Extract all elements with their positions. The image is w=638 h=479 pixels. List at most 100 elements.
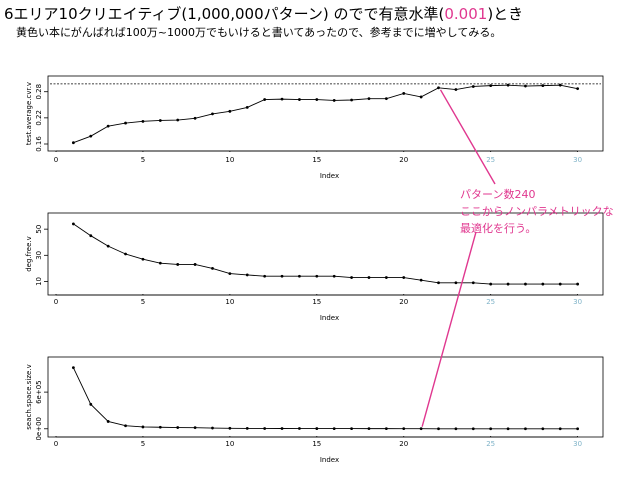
data-point xyxy=(193,116,197,120)
data-point xyxy=(402,276,406,279)
y-tick-label: 0e+00 xyxy=(35,417,43,441)
data-point xyxy=(71,366,75,370)
y-tick-label: 50 xyxy=(35,225,43,234)
data-point xyxy=(576,282,580,286)
data-point xyxy=(176,118,180,122)
slide-subtitle: 黄色い本にがんばれば100万~1000万でもいけると書いてあったので、参考までに… xyxy=(16,26,502,39)
data-point xyxy=(367,97,371,101)
data-point xyxy=(141,425,145,429)
data-point xyxy=(332,427,336,430)
x-tick-label: 15 xyxy=(312,440,321,448)
x-axis-label: Index xyxy=(320,172,339,180)
data-point xyxy=(558,282,562,286)
callout-line-top xyxy=(439,89,496,185)
data-point xyxy=(263,427,267,430)
data-point xyxy=(576,87,580,91)
data-point xyxy=(489,427,493,431)
data-point xyxy=(506,83,510,87)
x-tick-label: 20 xyxy=(399,298,408,306)
x-tick-label: 5 xyxy=(141,440,145,448)
data-point xyxy=(280,97,284,101)
series-line xyxy=(72,367,578,430)
data-point xyxy=(89,234,93,238)
x-tick-label: 15 xyxy=(312,156,321,164)
data-point xyxy=(437,86,440,90)
x-tick-label: 20 xyxy=(399,440,408,448)
data-point xyxy=(350,427,353,431)
x-tick-label: 20 xyxy=(399,156,408,164)
data-point xyxy=(106,244,110,248)
data-point xyxy=(419,427,423,431)
x-tick-label: 15 xyxy=(312,298,321,306)
data-point xyxy=(280,427,284,430)
data-point xyxy=(298,274,301,278)
plot-frame xyxy=(47,75,604,152)
slide-title: 6エリア10クリエイティブ(1,000,000パターン) のでで有意水準(0.0… xyxy=(4,5,524,23)
data-point xyxy=(541,84,545,88)
data-point xyxy=(471,281,475,285)
data-point xyxy=(298,98,301,101)
data-point xyxy=(576,427,580,431)
annotation-line-1: パターン数240 xyxy=(460,188,536,201)
data-point xyxy=(471,427,475,431)
data-point xyxy=(176,263,180,266)
x-tick-label: 30 xyxy=(573,298,582,306)
data-point xyxy=(89,402,93,406)
data-point xyxy=(471,85,475,88)
data-point xyxy=(419,278,423,282)
annotation-line-3: 最適化を行う。 xyxy=(460,222,537,235)
data-point xyxy=(106,420,110,423)
x-axis-label: Index xyxy=(320,456,339,464)
x-tick-label: 10 xyxy=(225,298,234,306)
x-tick-label: 30 xyxy=(573,156,582,164)
x-tick-label: 0 xyxy=(54,440,58,448)
annotation-line-2: ここからノンパラメトリックな xyxy=(460,205,614,218)
x-tick-label: 5 xyxy=(141,298,145,306)
x-tick-label: 10 xyxy=(225,156,234,164)
data-point xyxy=(506,427,510,431)
data-point xyxy=(489,84,493,88)
data-point xyxy=(367,276,371,279)
data-point xyxy=(332,274,336,278)
data-point xyxy=(558,427,562,431)
data-point xyxy=(454,281,458,285)
plot-frame xyxy=(47,356,604,438)
data-point xyxy=(158,119,162,122)
data-point xyxy=(245,106,249,109)
x-tick-label: 0 xyxy=(54,156,58,164)
data-point xyxy=(176,426,180,429)
x-tick-label: 25 xyxy=(486,156,495,164)
data-point xyxy=(437,281,440,285)
y-axis-label: seach.space.size.v xyxy=(25,364,33,429)
series-line xyxy=(73,84,578,144)
y-tick-label: 0.16 xyxy=(35,136,43,152)
data-point xyxy=(245,427,249,430)
data-point xyxy=(158,261,162,265)
y-axis-label: deg.free.v xyxy=(25,236,33,272)
data-point xyxy=(124,424,127,428)
data-point xyxy=(384,97,388,101)
x-axis-label: Index xyxy=(320,314,339,322)
data-point xyxy=(263,98,267,101)
data-point xyxy=(228,109,232,113)
data-point xyxy=(193,426,197,430)
data-point xyxy=(315,274,319,278)
data-point xyxy=(558,83,562,87)
data-point xyxy=(384,276,388,279)
data-point xyxy=(315,427,319,430)
data-point xyxy=(124,252,127,256)
data-point xyxy=(367,427,371,431)
data-point xyxy=(350,98,353,102)
data-point xyxy=(454,88,458,91)
callout-line-bottom xyxy=(421,231,477,427)
series-line xyxy=(73,223,578,285)
data-point xyxy=(124,121,127,125)
data-point xyxy=(89,134,93,138)
data-point xyxy=(541,427,545,431)
data-point xyxy=(402,92,406,95)
x-tick-label: 25 xyxy=(486,440,495,448)
data-point xyxy=(402,427,406,431)
data-point xyxy=(384,427,388,431)
y-tick-label: 10 xyxy=(35,277,43,286)
data-point xyxy=(211,112,214,116)
